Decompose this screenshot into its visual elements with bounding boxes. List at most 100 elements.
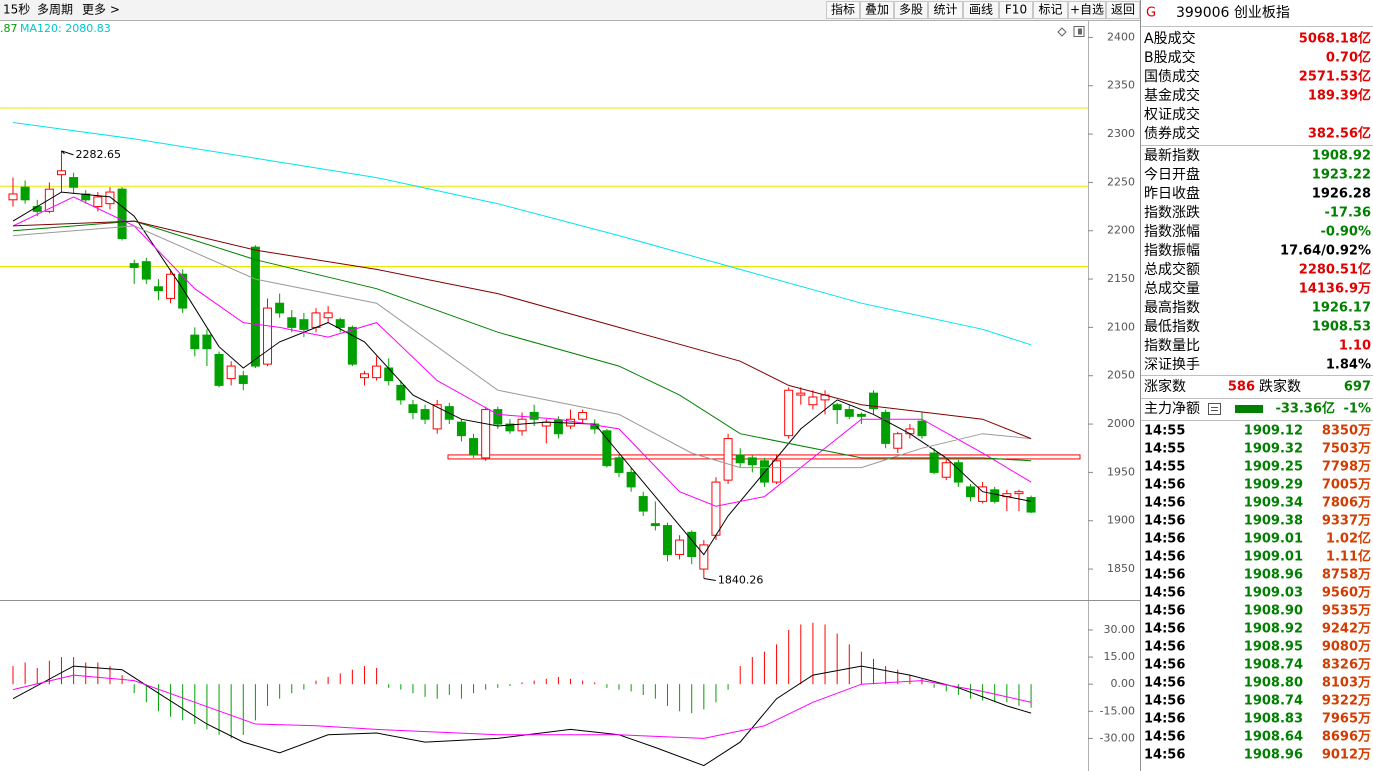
trade-volume: 7806万 xyxy=(1322,496,1371,511)
trade-price: 1908.96 xyxy=(1244,568,1303,583)
candle-body xyxy=(311,312,321,328)
candle-body xyxy=(638,496,648,512)
trade-time: 14:56 xyxy=(1144,694,1185,709)
stat-label: 指数量比 xyxy=(1144,338,1200,354)
candle-body xyxy=(372,365,382,379)
stat-value: 1923.22 xyxy=(1312,168,1371,183)
window-icon-inner xyxy=(1078,28,1082,35)
trade-volume: 8103万 xyxy=(1322,676,1371,691)
toolbar-button[interactable] xyxy=(860,1,894,19)
candle-body xyxy=(263,307,273,365)
candle-body xyxy=(602,430,612,467)
toolbar-button[interactable] xyxy=(1033,1,1068,19)
toolbar-button-label[interactable]: F10 xyxy=(1005,3,1027,17)
candle-body xyxy=(965,486,975,498)
trade-time: 14:56 xyxy=(1144,496,1185,511)
trade-price: 1909.03 xyxy=(1244,586,1303,601)
candle-body xyxy=(105,191,115,205)
candle-body xyxy=(844,409,854,417)
toolbar-button[interactable] xyxy=(928,1,963,19)
trade-time: 14:56 xyxy=(1144,478,1185,493)
candle-body xyxy=(493,409,503,425)
turnover-label: 债券成交 xyxy=(1144,125,1200,142)
trade-price: 1908.83 xyxy=(1244,712,1303,727)
y-tick-label: 2350 xyxy=(1107,79,1135,92)
high-label: 2282.65 xyxy=(75,148,121,161)
toolbar-button-label[interactable]: 统计 xyxy=(933,3,957,17)
trade-price: 1909.01 xyxy=(1244,550,1303,565)
candle-body xyxy=(650,523,660,527)
trade-time: 14:56 xyxy=(1144,676,1185,691)
window-icon[interactable] xyxy=(1073,26,1085,37)
candle-body xyxy=(687,531,697,557)
trade-price: 1909.34 xyxy=(1244,496,1303,511)
y-tick-label: 2300 xyxy=(1107,127,1135,140)
candle-body xyxy=(1026,497,1036,513)
toolbar-button[interactable] xyxy=(1106,1,1140,19)
multi-period-button[interactable]: 多周期 xyxy=(37,3,73,17)
toolbar-button-label[interactable]: 返回 xyxy=(1111,3,1135,17)
toolbar-button-label[interactable]: 标记 xyxy=(1038,3,1062,17)
trade-time: 14:56 xyxy=(1144,568,1185,583)
trade-volume: 9535万 xyxy=(1322,604,1371,619)
down-count-label: 跌家数 xyxy=(1259,378,1301,395)
trade-price: 1908.92 xyxy=(1244,622,1303,637)
candle-body xyxy=(129,263,139,268)
stat-label: 指数涨跌 xyxy=(1144,205,1200,221)
quote-title: 399006 创业板指 xyxy=(1176,5,1290,21)
y-tick-label: 2050 xyxy=(1107,369,1135,382)
candle-body xyxy=(408,404,418,413)
flow-bar xyxy=(1235,405,1263,413)
candle-body xyxy=(856,413,866,417)
candle-body xyxy=(505,423,515,432)
stat-label: 今日开盘 xyxy=(1144,166,1200,183)
candle-body xyxy=(978,486,988,502)
candle-body xyxy=(735,454,745,464)
trade-volume: 7503万 xyxy=(1322,442,1371,457)
candle-body xyxy=(759,460,769,483)
trade-price: 1908.74 xyxy=(1244,694,1303,709)
candle-body xyxy=(626,471,636,488)
toolbar-button[interactable] xyxy=(894,1,928,19)
toolbar-button[interactable] xyxy=(999,1,1033,19)
trade-volume: 9012万 xyxy=(1322,748,1371,763)
toolbar-button-label[interactable]: +自选 xyxy=(1070,3,1104,17)
stat-label: 总成交额 xyxy=(1144,261,1200,278)
up-count-label: 涨家数 xyxy=(1144,378,1186,395)
up-count: 586 xyxy=(1228,380,1255,395)
candle-body xyxy=(432,404,442,430)
turnover-label: 权证成交 xyxy=(1144,106,1200,123)
toolbar-button-label[interactable]: 画线 xyxy=(969,3,993,17)
stat-label: 昨日收盘 xyxy=(1144,185,1200,202)
trade-time: 14:56 xyxy=(1144,640,1185,655)
period-button[interactable]: 15秒 xyxy=(3,3,30,17)
stat-value: 1926.17 xyxy=(1312,301,1371,316)
diamond-icon[interactable] xyxy=(1057,27,1067,37)
y-tick-label: 1950 xyxy=(1107,465,1135,478)
stat-label: 最低指数 xyxy=(1144,319,1200,335)
candle-body xyxy=(456,421,466,437)
candle-body xyxy=(662,525,672,556)
candle-body xyxy=(202,334,212,350)
macd-line xyxy=(12,674,1032,739)
toolbar-button-label[interactable]: 多股 xyxy=(899,3,923,17)
flow-icon[interactable] xyxy=(1208,403,1221,415)
stat-label: 指数涨幅 xyxy=(1144,224,1200,240)
trade-price: 1908.74 xyxy=(1244,658,1303,673)
candle-body xyxy=(396,384,406,401)
macd-tick-label: 15.00 xyxy=(1104,650,1136,663)
candle-body xyxy=(881,411,891,444)
more-button[interactable]: 更多 > xyxy=(82,3,120,17)
toolbar-button[interactable] xyxy=(963,1,999,19)
toolbar-button[interactable] xyxy=(1068,1,1106,19)
toolbar-button-label[interactable]: 指标 xyxy=(831,2,855,17)
candle-body xyxy=(1014,491,1024,495)
stat-label: 深证换手 xyxy=(1144,356,1200,373)
toolbar-button[interactable] xyxy=(826,1,860,19)
candle-body xyxy=(323,312,333,319)
toolbar-button-label[interactable]: 叠加 xyxy=(865,3,889,17)
trade-price: 1909.25 xyxy=(1244,460,1303,475)
trade-time: 14:56 xyxy=(1144,730,1185,745)
candle-body xyxy=(578,411,588,420)
